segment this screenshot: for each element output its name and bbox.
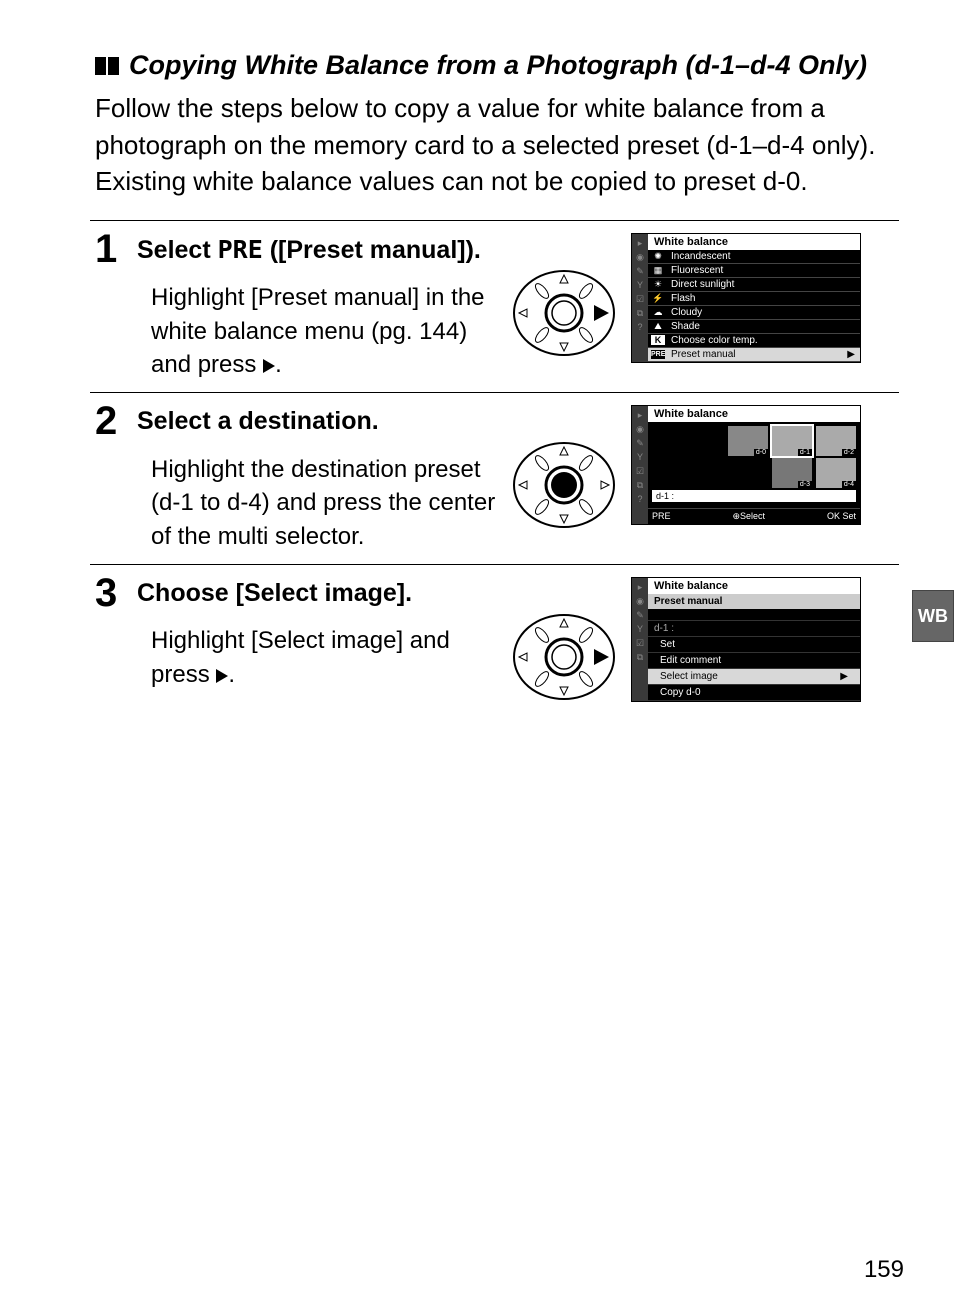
screen-bottom-bar: PRE ⊕Select OK Set <box>648 508 860 524</box>
menu-item: Copy d-0 <box>648 685 860 701</box>
chevron-right-icon: ▶ <box>840 671 848 682</box>
intro-paragraph: Follow the steps below to copy a value f… <box>95 90 904 199</box>
step-number: 2 <box>95 401 137 441</box>
multi-selector-diagram <box>509 263 619 363</box>
wb-row: ☀Direct sunlight <box>648 278 860 292</box>
step-3: 3 Choose [Select image]. Highlight [Sele… <box>95 573 904 707</box>
right-triangle-icon <box>263 359 275 373</box>
menu-item: Set <box>648 637 860 653</box>
divider <box>90 392 899 393</box>
step-description: Highlight [Preset manual] in the white b… <box>137 281 497 382</box>
preset-thumb: d-4 <box>816 458 856 488</box>
screen-header: White balance <box>648 234 860 250</box>
right-triangle-icon <box>216 669 228 683</box>
step-description: Highlight the destination preset (d-1 to… <box>137 453 497 554</box>
wb-row-highlighted: PRE Preset manual ▶ <box>648 348 860 362</box>
step-title: Select a destination. <box>137 405 497 439</box>
chevron-right-icon: ▶ <box>847 349 857 360</box>
screen-side-icons: ▸ ◉ ✎ Y ☑ ⧉ ? <box>632 234 648 362</box>
wb-row: ☁Cloudy <box>648 306 860 320</box>
menu-item: Edit comment <box>648 653 860 669</box>
wb-row: ⛰Shade <box>648 320 860 334</box>
step-2: 2 Select a destination. Highlight the de… <box>95 401 904 554</box>
preset-thumb: d-3 <box>772 458 812 488</box>
camera-screen-wb-list: ▸ ◉ ✎ Y ☑ ⧉ ? White balance ✺Incandescen… <box>631 233 861 363</box>
screen-subheader: Preset manual <box>648 594 860 609</box>
preset-thumb: d-2 <box>816 426 856 456</box>
divider <box>90 220 899 221</box>
preset-thumb-selected: d-1 <box>772 426 812 456</box>
section-title-text: Copying White Balance from a Photograph … <box>129 50 867 80</box>
section-title: Copying White Balance from a Photograph … <box>95 50 904 82</box>
screen-header: White balance <box>648 578 860 594</box>
preset-thumb: d-0 <box>728 426 768 456</box>
bullet-icon <box>95 51 121 82</box>
divider <box>90 564 899 565</box>
preset-info: d-1 : <box>652 490 856 502</box>
page-number: 159 <box>864 1256 904 1284</box>
sidebar-tab-wb: WB <box>912 590 954 642</box>
multi-selector-diagram <box>509 607 619 707</box>
step-number: 3 <box>95 573 137 613</box>
wb-row: KChoose color temp. <box>648 334 860 348</box>
camera-screen-preset-menu: ▸ ◉ ✎ Y ☑ ⧉ White balance Preset manual … <box>631 577 861 702</box>
menu-item-highlighted: Select image ▶ <box>648 669 860 685</box>
multi-selector-diagram <box>509 435 619 535</box>
screen-side-icons: ▸ ◉ ✎ Y ☑ ⧉ ? <box>632 406 648 524</box>
wb-row: ⚡Flash <box>648 292 860 306</box>
wb-row: ✺Incandescent <box>648 250 860 264</box>
step-title: Choose [Select image]. <box>137 577 497 611</box>
camera-screen-presets: ▸ ◉ ✎ Y ☑ ⧉ ? White balance d-0 d-1 d-2 <box>631 405 861 525</box>
screen-side-icons: ▸ ◉ ✎ Y ☑ ⧉ <box>632 578 648 701</box>
step-number: 1 <box>95 229 137 269</box>
step-title: Select PRE ([Preset manual]). <box>137 233 497 268</box>
wb-row: ▦Fluorescent <box>648 264 860 278</box>
preset-info: d-1 : <box>648 621 860 637</box>
screen-header: White balance <box>648 406 860 422</box>
step-description: Highlight [Select image] and press . <box>137 624 497 691</box>
step-1: 1 Select PRE ([Preset manual]). Highligh… <box>95 229 904 383</box>
